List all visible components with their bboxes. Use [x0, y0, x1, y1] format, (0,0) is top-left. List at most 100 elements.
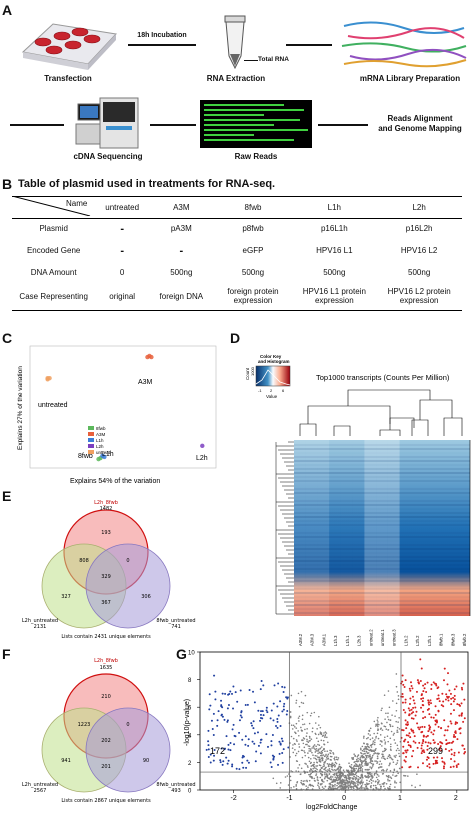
volcano-point-up	[460, 714, 463, 717]
volcano-point-up	[426, 748, 429, 751]
header-a3m: A3M	[173, 203, 190, 212]
volcano-point-down	[270, 765, 273, 768]
volcano-point-ns	[337, 766, 340, 769]
volcano-point-ns	[302, 737, 305, 739]
volcano-point-ns	[336, 787, 339, 789]
volcano-point-up	[420, 744, 423, 747]
volcano-point-up	[420, 731, 423, 734]
venn-f-top-left: 1223	[78, 722, 91, 728]
key-count-value: 1000	[250, 366, 255, 376]
volcano-point-up	[456, 738, 459, 741]
pca-point-L2h	[200, 443, 205, 449]
volcano-point-ns	[292, 737, 295, 740]
venn-e-right-label: 8fwb_untreated	[156, 618, 195, 624]
total-rna-pointer	[244, 60, 258, 61]
sample-label: A3M.2	[298, 633, 303, 646]
volcano-point-ns	[323, 748, 325, 750]
volcano-point-ns	[295, 699, 298, 702]
volcano-point-down	[279, 700, 282, 703]
volcano-point-ns	[313, 757, 315, 759]
volcano-point-ns	[319, 776, 322, 779]
volcano-point-ns	[368, 780, 371, 783]
volcano-point-ns	[352, 780, 354, 783]
heatmap-row	[294, 580, 470, 582]
volcano-point-up	[453, 698, 456, 701]
table-diagonal-line	[12, 196, 91, 216]
volcano-point-up	[440, 704, 443, 707]
volcano-point-down	[220, 747, 223, 750]
volcano-point-ns	[360, 766, 362, 768]
volcano-point-ns	[392, 761, 395, 763]
volcano-point-up	[409, 746, 412, 749]
volcano-point-ns	[340, 779, 342, 782]
volcano-point-down	[224, 692, 227, 695]
volcano-point-ns	[360, 786, 362, 789]
heatmap-row	[294, 480, 470, 482]
volcano-point-ns	[295, 727, 298, 729]
volcano-point-down	[272, 702, 275, 705]
volcano-point-up	[401, 701, 404, 704]
volcano-point-down	[275, 725, 278, 728]
volcano-point-ns	[312, 767, 314, 770]
volcano-point-down	[278, 740, 281, 743]
volcano-point-up	[446, 696, 449, 699]
venn-e-left-label: L2h_untreated	[22, 618, 58, 624]
label-a3m: A3M	[138, 379, 153, 386]
volcano-point-ns	[355, 767, 358, 770]
volcano-point-up	[401, 728, 404, 731]
volcano-point-up	[410, 712, 413, 715]
volcano-point-ns	[398, 717, 400, 719]
volcano-point-ns	[352, 758, 355, 760]
volcano-point-ns	[298, 746, 301, 748]
volcano-point-ns	[370, 759, 372, 761]
x-tick-label: 0	[342, 795, 346, 802]
volcano-point-down	[231, 728, 234, 731]
volcano-point-ns	[319, 783, 322, 786]
volcano-point-ns	[311, 764, 314, 767]
volcano-point-ns	[365, 784, 367, 786]
volcano-point-ns	[331, 776, 334, 778]
volcano-point-ns	[297, 750, 300, 753]
venn-f-right-label: 8fwb_untreated	[156, 782, 195, 788]
volcano-point-ns	[315, 758, 318, 761]
volcano-point-ns	[297, 767, 299, 769]
volcano-point-ns	[372, 763, 374, 766]
heatmap-column	[364, 440, 377, 616]
volcano-point-ns	[319, 747, 322, 750]
volcano-point-ns	[317, 782, 320, 784]
volcano-point-down	[207, 740, 210, 743]
volcano-point-ns	[342, 775, 345, 777]
heatmap-row	[294, 584, 470, 586]
volcano-point-ns	[357, 775, 360, 778]
volcano-point-ns	[385, 712, 387, 715]
volcano-point-ns	[319, 760, 322, 763]
volcano-point-up	[417, 726, 420, 729]
volcano-point-up	[412, 749, 415, 752]
volcano-point-ns	[310, 775, 313, 778]
volcano-point-down	[216, 719, 219, 722]
volcano-point-ns	[318, 756, 320, 759]
pca-ylabel: Explains 27% of the variation	[17, 366, 24, 450]
volcano-point-ns	[339, 773, 341, 775]
volcano-point-down	[214, 690, 217, 693]
volcano-point-up	[454, 735, 457, 738]
volcano-point-ns	[324, 731, 327, 733]
volcano-point-ns	[372, 780, 375, 782]
volcano-point-up	[420, 706, 423, 709]
volcano-point-ns	[381, 757, 383, 759]
volcano-point-ns	[316, 777, 319, 779]
volcano-point-ns	[361, 774, 364, 777]
volcano-point-ns	[371, 766, 373, 769]
volcano-point-ns	[322, 739, 325, 742]
volcano-point-ns	[323, 768, 326, 771]
volcano-point-up	[453, 694, 456, 697]
volcano-point-up	[452, 700, 455, 703]
volcano-point-ns	[359, 757, 362, 759]
volcano-point-down	[270, 709, 273, 712]
volcano-point-ns	[383, 739, 386, 741]
volcano-point-ns	[392, 700, 394, 702]
volcano-point-ns	[383, 785, 385, 788]
sample-labels: A3M.2 A3M.3 A3M.1 L1h.3 L1h.1 L2h.3 untreat.2 u…	[298, 629, 467, 646]
volcano-point-ns	[376, 719, 379, 721]
volcano-point-down	[280, 737, 283, 740]
